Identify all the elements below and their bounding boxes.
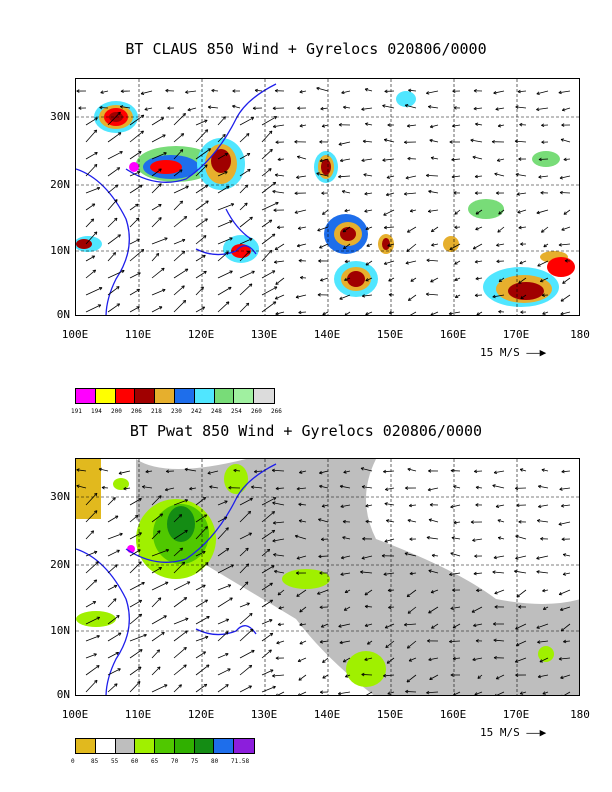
panel1-reference-vector-label: 15 M/S [480,346,520,359]
panel2-ytick-30n: 30N [50,490,70,503]
panel1-title: BT CLAUS 850 Wind + Gyrelocs 020806/0000 [125,40,487,58]
panel2-colorbar-label: 85 [91,758,99,765]
panel2-colorbar-label: 80 [211,758,219,765]
panel2-colorbar-swatch [174,739,195,753]
panel2-colorbar [75,738,255,754]
panel1-map [75,78,580,316]
panel1-colorbar-label: 230 [171,408,182,415]
panel1-map-canvas [76,79,579,315]
panel2-reference-arrow-icon: ——▶ [526,726,547,739]
panel2-colorbar-swatch [135,739,156,753]
panel2-colorbar-label: 55 [111,758,119,765]
panel2-colorbar-swatch [234,739,255,753]
panel2-colorbar-swatch [95,739,116,753]
panel2-xtick-100e: 100E [61,708,89,721]
panel2-title: BT Pwat 850 Wind + Gyrelocs 020806/0000 [129,422,483,440]
panel1-colorbar-label: 242 [191,408,202,415]
panel2-xtick-180: 180 [570,708,590,721]
panel1-colorbar-label: 194 [91,408,102,415]
panel2-reference-vector-label: 15 M/S [480,726,520,739]
panel2-colorbar-swatch [155,739,175,753]
panel2-colorbar-label: 0 [71,758,75,765]
panel2-wind-vectors [76,467,571,695]
panel2-colorbar-label: 71.58 [231,758,250,765]
panel1-ytick-20n: 20N [50,178,70,191]
panel1-colorbar-swatch [115,389,136,403]
panel2-reference-vector: 15 M/S ——▶ [480,726,546,739]
panel1-colorbar-label: 200 [111,408,122,415]
panel1-xtick-160e: 160E [439,328,467,341]
panel2-colorbar-swatch [194,739,215,753]
panel2-ytick-20n: 20N [50,558,70,571]
panel1-colorbar-label: 218 [151,408,162,415]
panel1-colorbar-swatch [234,389,255,403]
panel1-colorbar [75,388,275,404]
panel1-colorbar-swatch [194,389,215,403]
panel2-colorbar-label: 75 [191,758,199,765]
panel1-colorbar-label: 260 [251,408,262,415]
panel1-colorbar-swatch [155,389,175,403]
panel2-xtick-140e: 140E [313,708,341,721]
panel1-xtick-140e: 140E [313,328,341,341]
panel2-xtick-120e: 120E [187,708,215,721]
panel1-ytick-0n: 0N [56,308,70,321]
panel1-wind-vectors [76,86,571,315]
panel2-xtick-170e: 170E [502,708,530,721]
panel1-cloud-shading [76,91,575,307]
panel1-colorbar-label: 191 [71,408,82,415]
panel1-colorbar-swatch [95,389,116,403]
panel1-colorbar-label: 248 [211,408,222,415]
panel2-map-canvas [76,459,579,695]
panel1-reference-vector: 15 M/S ——▶ [480,346,546,359]
panel2-colorbar-swatch [115,739,136,753]
panel1-colorbar-swatch [254,389,274,403]
panel1-xtick-120e: 120E [187,328,215,341]
panel2-ytick-10n: 10N [50,624,70,637]
panel2-xtick-150e: 150E [376,708,404,721]
panel1-xtick-110e: 110E [124,328,152,341]
panel1-xtick-170e: 170E [502,328,530,341]
panel2-xtick-130e: 130E [250,708,278,721]
panel2-colorbar-label: 60 [131,758,139,765]
panel1-xtick-130e: 130E [250,328,278,341]
panel1-colorbar-label: 254 [231,408,242,415]
panel1-colorbar-swatch [135,389,156,403]
panel1-xtick-100e: 100E [61,328,89,341]
panel1-xtick-150e: 150E [376,328,404,341]
panel1-ytick-10n: 10N [50,244,70,257]
panel1-colorbar-swatch [214,389,235,403]
panel2-colorbar-swatch [214,739,235,753]
panel2-colorbar-label: 70 [171,758,179,765]
panel1-ytick-30n: 30N [50,110,70,123]
panel1-colorbar-swatch [174,389,195,403]
panel1-colorbar-label: 206 [131,408,142,415]
panel2-ytick-0n: 0N [56,688,70,701]
panel1-reference-arrow-icon: ——▶ [526,346,547,359]
panel1-xtick-180: 180 [570,328,590,341]
panel2-map [75,458,580,696]
panel2-xtick-110e: 110E [124,708,152,721]
panel2-colorbar-swatch [76,739,96,753]
panel2-colorbar-label: 65 [151,758,159,765]
panel2-xtick-160e: 160E [439,708,467,721]
panel1-colorbar-label: 266 [271,408,282,415]
panel1-colorbar-swatch [76,389,96,403]
